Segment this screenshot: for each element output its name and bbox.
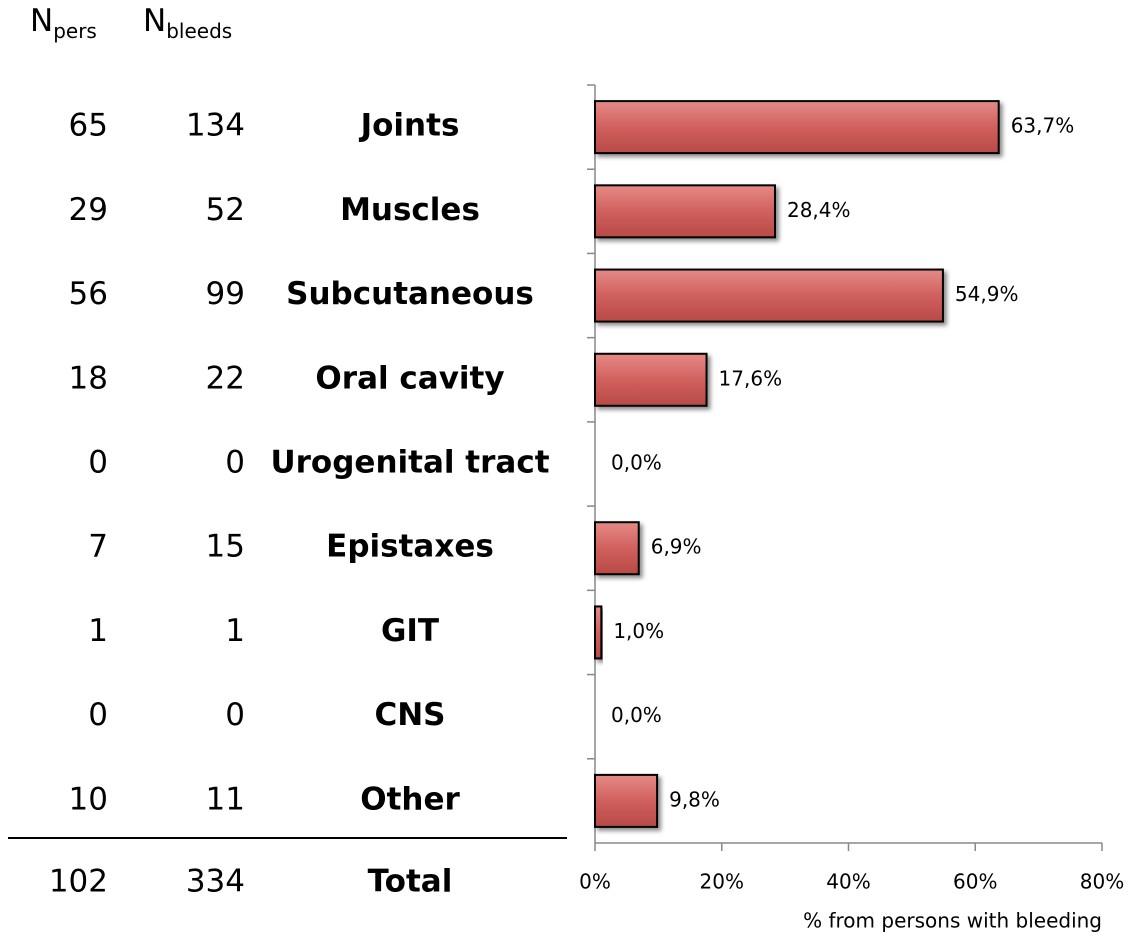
x-tick-label: 40% bbox=[826, 870, 870, 894]
n-bleeds: 134 bbox=[186, 108, 245, 144]
bar bbox=[594, 352, 708, 407]
x-tick-label: 80% bbox=[1080, 870, 1124, 894]
n-pers: 18 bbox=[69, 360, 108, 396]
category-label: Urogenital tract bbox=[270, 445, 549, 481]
total-n-bleeds: 334 bbox=[186, 864, 245, 900]
x-tick-label: 60% bbox=[953, 870, 997, 894]
n-pers: 29 bbox=[69, 192, 108, 228]
n-pers: 10 bbox=[69, 781, 108, 817]
n-bleeds: 52 bbox=[206, 192, 245, 228]
n-bleeds: 15 bbox=[206, 529, 245, 565]
x-axis-label: % from persons with bleeding bbox=[803, 909, 1102, 933]
bar bbox=[594, 773, 659, 828]
n-bleeds: 0 bbox=[225, 697, 245, 733]
bar bbox=[594, 521, 640, 576]
n-pers: 65 bbox=[69, 108, 108, 144]
value-label: 0,0% bbox=[611, 451, 662, 475]
category-label: GIT bbox=[381, 613, 439, 649]
value-label: 0,0% bbox=[611, 703, 662, 727]
n-bleeds: 11 bbox=[206, 781, 245, 817]
category-label: Epistaxes bbox=[326, 529, 494, 565]
value-label: 9,8% bbox=[669, 787, 720, 811]
x-tick-label: 0% bbox=[579, 870, 611, 894]
category-label: Oral cavity bbox=[315, 360, 504, 396]
n-bleeds: 99 bbox=[206, 276, 245, 312]
value-label: 54,9% bbox=[955, 282, 1019, 306]
category-label: CNS bbox=[374, 697, 445, 733]
header-n-bleeds: Nbleeds bbox=[143, 3, 232, 43]
value-label: 6,9% bbox=[651, 535, 702, 559]
value-label: 28,4% bbox=[787, 198, 851, 222]
total-n-pers: 102 bbox=[49, 864, 108, 900]
n-pers: 0 bbox=[88, 445, 108, 481]
n-pers: 1 bbox=[88, 613, 108, 649]
bar bbox=[594, 605, 603, 660]
n-pers: 7 bbox=[88, 529, 108, 565]
bar bbox=[594, 268, 944, 323]
bar bbox=[594, 184, 776, 239]
value-label: 17,6% bbox=[719, 366, 783, 390]
header-n-pers: Npers bbox=[30, 3, 97, 43]
n-bleeds: 22 bbox=[206, 360, 245, 396]
n-bleeds: 0 bbox=[225, 445, 245, 481]
n-bleeds: 1 bbox=[225, 613, 245, 649]
category-label: Subcutaneous bbox=[286, 276, 534, 312]
value-label: 63,7% bbox=[1011, 114, 1075, 138]
total-label: Total bbox=[368, 864, 453, 900]
n-pers: 56 bbox=[69, 276, 108, 312]
category-label: Muscles bbox=[340, 192, 480, 228]
x-tick-label: 20% bbox=[700, 870, 744, 894]
n-pers: 0 bbox=[88, 697, 108, 733]
bar bbox=[594, 100, 1000, 155]
category-label: Other bbox=[360, 781, 460, 817]
value-label: 1,0% bbox=[613, 619, 664, 643]
category-label: Joints bbox=[359, 108, 460, 144]
